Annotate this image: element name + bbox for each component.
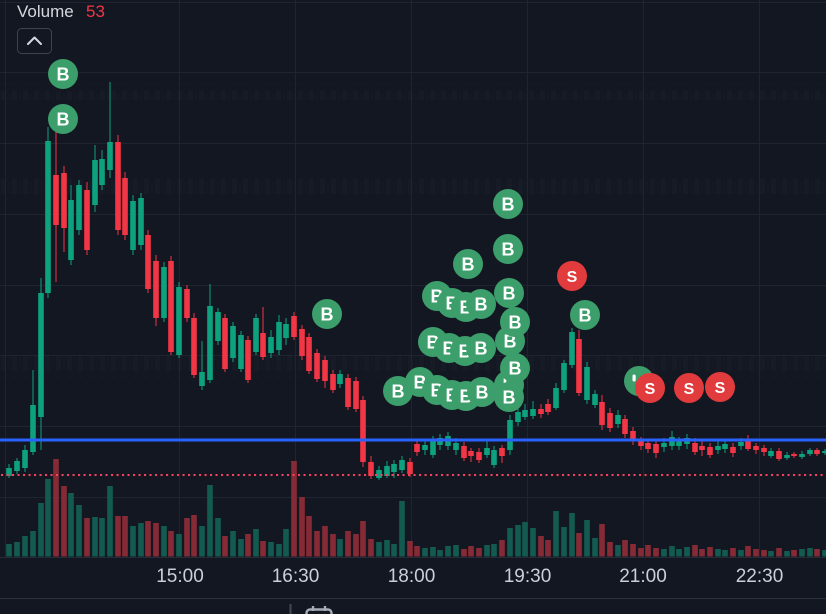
svg-text:B: B (503, 388, 516, 408)
svg-text:S: S (715, 380, 726, 397)
svg-text:22:30: 22:30 (736, 566, 784, 587)
svg-text:B: B (57, 65, 70, 85)
svg-text:B: B (503, 284, 516, 304)
svg-text:S: S (645, 381, 656, 398)
svg-text:21:00: 21:00 (619, 566, 667, 587)
svg-text:B: B (321, 305, 334, 325)
svg-text:B: B (476, 383, 489, 403)
svg-text:B: B (475, 339, 488, 359)
svg-text:B: B (579, 306, 592, 326)
svg-text:B: B (462, 255, 475, 275)
svg-text:Volume: Volume (17, 2, 74, 21)
svg-text:53: 53 (86, 2, 105, 21)
svg-text:B: B (509, 359, 522, 379)
svg-text:S: S (684, 381, 695, 398)
svg-text:B: B (392, 382, 405, 402)
svg-text:15:00: 15:00 (156, 566, 204, 587)
svg-text:B: B (475, 295, 488, 315)
svg-text:16:30: 16:30 (272, 566, 320, 587)
svg-text:B: B (502, 240, 515, 260)
svg-text:B: B (57, 110, 70, 130)
svg-text:B: B (502, 195, 515, 215)
svg-text:18:00: 18:00 (388, 566, 436, 587)
svg-text:19:30: 19:30 (504, 566, 552, 587)
svg-text:B: B (509, 313, 522, 333)
svg-text:S: S (567, 269, 578, 286)
